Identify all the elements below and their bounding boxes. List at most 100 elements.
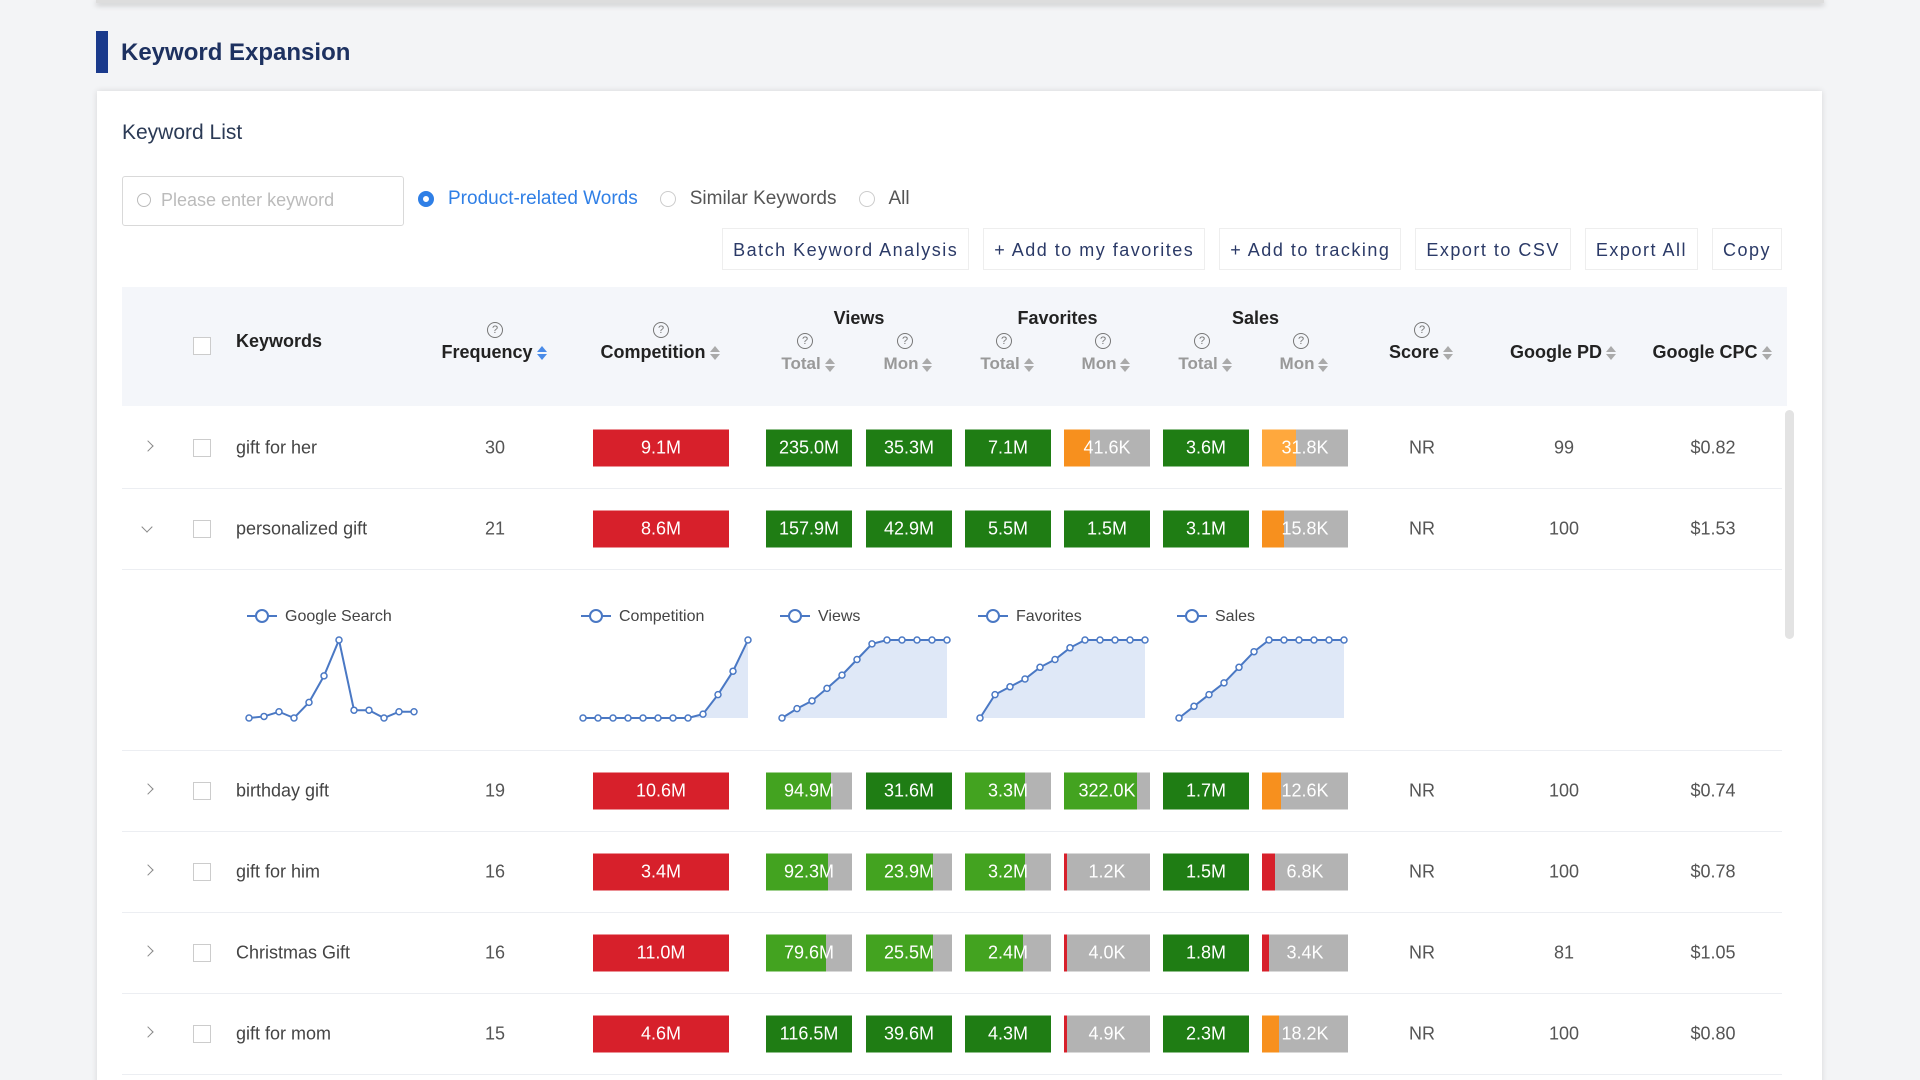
- badge-fill: [866, 429, 952, 467]
- header-score[interactable]: Score: [1388, 342, 1440, 362]
- header-sub[interactable]: Mon: [1279, 354, 1315, 373]
- frequency: 30: [484, 437, 506, 458]
- trend-point: [898, 636, 906, 644]
- row-checkbox[interactable]: [193, 1025, 211, 1043]
- metric-badge: 39.6M: [866, 1015, 952, 1053]
- header-group: Views: [833, 308, 885, 328]
- header-sub[interactable]: Mon: [1081, 354, 1117, 373]
- trend-point: [335, 636, 343, 644]
- metric-badge: 2.3M: [1163, 1015, 1249, 1053]
- badge-text: 4.0K: [1088, 942, 1126, 963]
- radio-label[interactable]: Similar Keywords: [689, 188, 837, 209]
- legend-label: Views: [818, 608, 860, 625]
- badge-fill: [1262, 1015, 1280, 1053]
- trend-point: [744, 636, 752, 644]
- badge-text: 1.5M: [1185, 861, 1227, 882]
- sort-arrow[interactable]: [922, 366, 933, 372]
- sort-arrow[interactable]: [1761, 346, 1772, 352]
- search-box[interactable]: Please enter keyword: [122, 176, 404, 226]
- row-separator: [122, 993, 1782, 994]
- help-icon[interactable]: ?: [653, 322, 669, 338]
- badge-text: 116.5M: [779, 1023, 839, 1044]
- badge-text: 3.4K: [1286, 942, 1324, 963]
- sort-arrow[interactable]: [536, 354, 547, 360]
- row-checkbox[interactable]: [193, 863, 211, 881]
- sort-arrow[interactable]: [709, 346, 720, 352]
- row-checkbox[interactable]: [193, 520, 211, 538]
- radio[interactable]: [858, 191, 875, 207]
- trend-point: [260, 712, 268, 721]
- sort-arrow[interactable]: [1023, 358, 1034, 364]
- badge-text: 41.6K: [1083, 437, 1131, 458]
- trend-point: [1280, 636, 1288, 644]
- row-checkbox[interactable]: [193, 944, 211, 962]
- google-cpc: $0.80: [1690, 1023, 1736, 1044]
- sort-arrow[interactable]: [1318, 358, 1329, 364]
- badge-fill: [866, 853, 934, 891]
- help-icon[interactable]: ?: [1194, 333, 1210, 349]
- radio-label[interactable]: Product-related Words: [448, 188, 638, 209]
- help-icon[interactable]: ?: [996, 333, 1012, 349]
- sort-arrow[interactable]: [709, 354, 720, 360]
- help-icon[interactable]: ?: [1293, 333, 1309, 349]
- trend-point: [928, 636, 936, 644]
- scrollbar[interactable]: [1785, 410, 1794, 639]
- metric-badge: 2.4M: [965, 934, 1051, 972]
- button[interactable]: + Add to tracking: [1219, 228, 1402, 270]
- button[interactable]: Export All: [1584, 228, 1698, 270]
- sort-arrow[interactable]: [1023, 366, 1034, 372]
- sort-arrow[interactable]: [1606, 354, 1616, 360]
- sort-arrow[interactable]: [536, 346, 547, 352]
- metric-badge: 1.7M: [1163, 772, 1249, 810]
- sort-arrow[interactable]: [1318, 366, 1329, 372]
- sort-arrow[interactable]: [1443, 346, 1454, 352]
- radio-label[interactable]: All: [888, 188, 910, 209]
- badge-fill: [766, 510, 852, 548]
- help-icon[interactable]: ?: [1414, 322, 1430, 338]
- header-checkbox[interactable]: [193, 337, 211, 355]
- trend-point: [684, 714, 692, 722]
- header-cpc[interactable]: Google CPC: [1652, 342, 1758, 362]
- trend-point: [729, 667, 737, 675]
- sort-arrow[interactable]: [1606, 346, 1616, 352]
- sort-arrow[interactable]: [1761, 354, 1772, 360]
- sort-arrow[interactable]: [1221, 358, 1232, 364]
- badge-fill: [1163, 934, 1249, 972]
- sort-arrow[interactable]: [824, 366, 835, 372]
- button[interactable]: Export to CSV: [1415, 228, 1571, 270]
- radio[interactable]: [659, 191, 676, 207]
- sort-arrow[interactable]: [1120, 366, 1131, 372]
- radio[interactable]: [418, 191, 434, 207]
- button[interactable]: Batch Keyword Analysis: [722, 228, 970, 270]
- row-checkbox[interactable]: [193, 782, 211, 800]
- metric-badge: 1.8M: [1163, 934, 1249, 972]
- header-frequency[interactable]: Frequency: [441, 342, 533, 362]
- sort-arrow[interactable]: [1120, 358, 1131, 364]
- header-sub[interactable]: Total: [781, 354, 821, 373]
- sort-arrow[interactable]: [922, 358, 933, 364]
- header-competition[interactable]: Competition: [600, 342, 706, 362]
- badge-fill: [866, 1015, 952, 1053]
- sort-arrow[interactable]: [1443, 354, 1454, 360]
- sort-arrow[interactable]: [1221, 366, 1232, 372]
- help-icon[interactable]: ?: [897, 333, 913, 349]
- help-icon[interactable]: ?: [1095, 333, 1111, 349]
- button[interactable]: + Add to my favorites: [983, 228, 1206, 270]
- metric-badge: 1.5M: [1064, 510, 1150, 548]
- help-icon[interactable]: ?: [487, 322, 503, 338]
- header-pd[interactable]: Google PD: [1509, 342, 1603, 362]
- help-icon[interactable]: ?: [797, 333, 813, 349]
- badge-text: 11.0M: [636, 942, 686, 963]
- row-checkbox[interactable]: [193, 439, 211, 457]
- header-sub[interactable]: Total: [1178, 354, 1218, 373]
- sort-arrow[interactable]: [824, 358, 835, 364]
- row-separator: [122, 488, 1782, 489]
- header-sub[interactable]: Total: [980, 354, 1020, 373]
- badge-text: 6.8K: [1286, 861, 1324, 882]
- badge-fill: [593, 772, 729, 810]
- trend-point: [1066, 644, 1074, 652]
- button[interactable]: Copy: [1711, 228, 1782, 270]
- badge-text: 79.6M: [783, 942, 835, 963]
- metric-badge: 94.9M: [766, 772, 852, 810]
- header-sub[interactable]: Mon: [883, 354, 919, 373]
